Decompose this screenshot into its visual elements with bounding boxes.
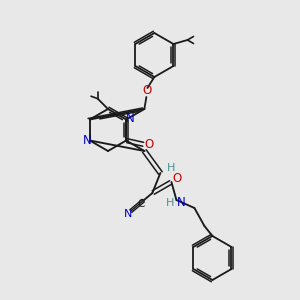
Text: H: H (167, 163, 176, 173)
Text: H: H (166, 198, 175, 208)
Text: O: O (173, 172, 182, 185)
Text: N: N (177, 196, 186, 208)
Text: O: O (143, 85, 152, 98)
Text: N: N (124, 209, 132, 219)
Text: C: C (137, 199, 145, 209)
Text: O: O (145, 138, 154, 151)
Text: N: N (82, 134, 91, 147)
Text: N: N (126, 112, 135, 125)
